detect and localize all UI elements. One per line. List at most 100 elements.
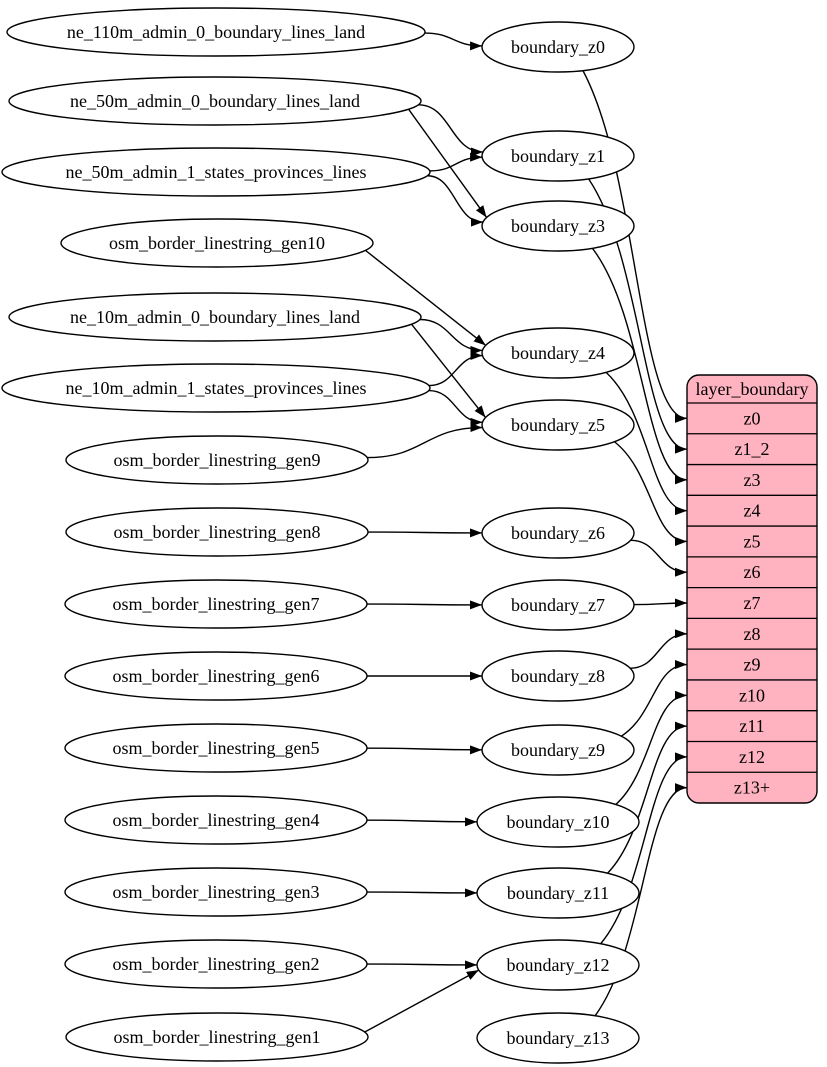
node-label: ne_10m_admin_1_states_provinces_lines [66, 378, 367, 398]
node-ellipse [481, 579, 635, 631]
node-ellipse [1, 363, 431, 413]
node-label: osm_border_linestring_gen8 [114, 522, 321, 542]
node-ellipse [476, 1012, 640, 1064]
edge-boundary_z4-to-row-z4 [605, 371, 688, 516]
source-node-osm_border_linestring_gen8: osm_border_linestring_gen8 [65, 507, 369, 557]
boundary-node-boundary_z5: boundary_z5 [481, 399, 635, 451]
boundary-node-boundary_z8: boundary_z8 [481, 650, 635, 702]
table-row-z4: z4 [744, 501, 761, 521]
table-row-z12: z12 [739, 747, 765, 767]
edge-boundary_z5-to-row-z5 [613, 441, 688, 546]
edge-osm_border_linestring_gen1-to-boundary_z12 [364, 969, 480, 1033]
node-ellipse [1, 147, 431, 197]
node-label: boundary_z8 [511, 666, 605, 686]
node-ellipse [481, 200, 635, 252]
node-ellipse [8, 76, 422, 126]
edge-boundary_z0-to-row-z0 [582, 70, 688, 423]
node-label: osm_border_linestring_gen2 [113, 954, 320, 974]
node-ellipse [8, 292, 422, 342]
node-label: ne_50m_admin_0_boundary_lines_land [70, 91, 360, 111]
source-node-osm_border_linestring_gen7: osm_border_linestring_gen7 [64, 579, 368, 629]
edge-ne_10m_admin_1_states_provinces_lines-to-boundary_z4 [428, 351, 483, 387]
node-label: boundary_z0 [511, 37, 605, 57]
boundary-node-boundary_z13: boundary_z13 [476, 1012, 640, 1064]
table-row-z1_2: z1_2 [735, 439, 770, 459]
node-label: boundary_z12 [507, 955, 610, 975]
boundary-node-boundary_z7: boundary_z7 [481, 579, 635, 631]
table-row-z6: z6 [744, 562, 761, 582]
node-label: ne_10m_admin_0_boundary_lines_land [70, 307, 360, 327]
node-ellipse [60, 218, 374, 268]
node-ellipse [481, 507, 635, 559]
node-ellipse [476, 867, 640, 919]
node-label: osm_border_linestring_gen5 [113, 738, 320, 758]
edge-osm_border_linestring_gen9-to-boundary_z5 [367, 423, 483, 459]
node-ellipse [481, 724, 635, 776]
edge-boundary_z12-to-row-z12 [600, 752, 688, 945]
edge-boundary_z11-to-row-z11 [607, 721, 688, 874]
node-label: osm_border_linestring_gen3 [113, 882, 320, 902]
node-ellipse [64, 579, 368, 629]
node-label: boundary_z4 [511, 343, 605, 363]
table-row-z10: z10 [739, 685, 765, 705]
table-row-z8: z8 [744, 624, 761, 644]
edge-osm_border_linestring_gen7-to-boundary_z7 [366, 600, 483, 610]
edge-ne_110m_admin_0_boundary_lines_land-to-boundary_z0 [424, 32, 483, 51]
boundary-node-boundary_z6: boundary_z6 [481, 507, 635, 559]
node-ellipse [481, 399, 635, 451]
edge-boundary_z8-to-row-z8 [630, 629, 688, 669]
node-ellipse [65, 435, 369, 485]
edge-osm_border_linestring_gen5-to-boundary_z9 [366, 745, 483, 755]
table-row-z5: z5 [744, 531, 761, 551]
source-node-osm_border_linestring_gen3: osm_border_linestring_gen3 [64, 867, 368, 917]
node-ellipse [64, 867, 368, 917]
table-row-z3: z3 [744, 470, 761, 490]
node-label: osm_border_linestring_gen6 [113, 666, 320, 686]
node-ellipse [476, 939, 640, 991]
node-ellipse [481, 327, 635, 379]
edge-ne_10m_admin_1_states_provinces_lines-to-boundary_z5 [428, 389, 483, 427]
node-ellipse [64, 795, 368, 845]
edge-ne_10m_admin_0_boundary_lines_land-to-boundary_z4 [419, 318, 483, 355]
edge-ne_50m_admin_1_states_provinces_lines-to-boundary_z1 [429, 152, 483, 172]
edge-boundary_z6-to-row-z6 [630, 539, 688, 577]
table-outline [686, 374, 818, 804]
node-label: boundary_z5 [511, 415, 605, 435]
source-node-ne_110m_admin_0_boundary_lines_land: ne_110m_admin_0_boundary_lines_land [6, 7, 426, 57]
node-label: osm_border_linestring_gen7 [113, 594, 320, 614]
boundary-node-boundary_z10: boundary_z10 [476, 796, 640, 848]
node-ellipse [476, 796, 640, 848]
table-row-z7: z7 [744, 593, 761, 613]
edge-boundary_z9-to-row-z9 [620, 660, 688, 737]
node-label: ne_110m_admin_0_boundary_lines_land [67, 22, 365, 42]
node-ellipse [64, 651, 368, 701]
table-row-z11: z11 [739, 716, 764, 736]
source-node-ne_10m_admin_1_states_provinces_lines: ne_10m_admin_1_states_provinces_lines [1, 363, 431, 413]
boundary-node-boundary_z1: boundary_z1 [481, 130, 635, 182]
node-label: osm_border_linestring_gen10 [109, 233, 325, 253]
node-label: boundary_z13 [507, 1028, 610, 1048]
table-row-z13+: z13+ [734, 778, 770, 798]
node-ellipse [481, 130, 635, 182]
edge-ne_50m_admin_0_boundary_lines_land-to-boundary_z1 [418, 104, 483, 157]
edge-boundary_z10-to-row-z10 [615, 690, 688, 806]
source-node-ne_50m_admin_1_states_provinces_lines: ne_50m_admin_1_states_provinces_lines [1, 147, 431, 197]
node-label: boundary_z10 [507, 812, 610, 832]
node-ellipse [64, 939, 368, 989]
source-node-osm_border_linestring_gen4: osm_border_linestring_gen4 [64, 795, 368, 845]
node-label: ne_50m_admin_1_states_provinces_lines [66, 162, 367, 182]
table-row-z9: z9 [744, 655, 761, 675]
node-ellipse [6, 7, 426, 57]
boundary-node-boundary_z0: boundary_z0 [481, 21, 635, 73]
node-label: boundary_z3 [511, 216, 605, 236]
node-ellipse [64, 723, 368, 773]
source-node-ne_50m_admin_0_boundary_lines_land: ne_50m_admin_0_boundary_lines_land [8, 76, 422, 126]
edge-ne_10m_admin_0_boundary_lines_land-to-boundary_z5 [410, 323, 487, 418]
layer-boundary-table: layer_boundary z0 z1_2 z3 z4 z5 z6 z7 z8 z9 z10 z11… [686, 374, 818, 804]
node-label: osm_border_linestring_gen4 [113, 810, 320, 830]
node-label: boundary_z7 [511, 595, 605, 615]
boundary-node-boundary_z11: boundary_z11 [476, 867, 640, 919]
edge-osm_border_linestring_gen4-to-boundary_z10 [366, 817, 478, 827]
